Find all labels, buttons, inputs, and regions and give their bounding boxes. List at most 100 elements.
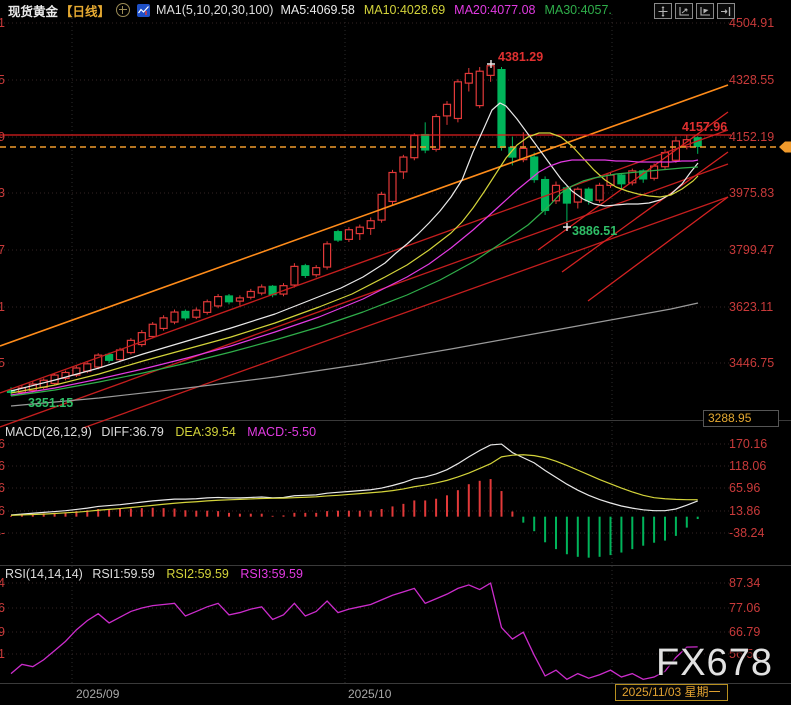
rsi2-value: RSI2:59.59: [166, 567, 229, 581]
candle-body: [104, 353, 114, 361]
macd-pane-label: MACD(26,12,9) DIFF:36.79 DEA:39.54 MACD:…: [5, 425, 316, 439]
axis-play-icon[interactable]: [696, 3, 714, 19]
alert-price-annotation: 4157.96: [682, 120, 728, 134]
candle-body: [61, 371, 70, 379]
candle-body: [28, 383, 37, 392]
candle-body: [72, 367, 81, 376]
trendline: [0, 84, 729, 347]
ma10-value: MA10:4028.69: [363, 3, 446, 17]
candle-body: [584, 188, 593, 202]
ma30-value: MA30:4057.: [544, 3, 612, 17]
candle-body: [497, 68, 506, 149]
candle-body: [181, 310, 190, 319]
axis-scale-icon[interactable]: [675, 3, 693, 19]
left-axis-sliver: 4328.55: [0, 73, 5, 87]
period-label: 【日线】: [60, 4, 111, 19]
rsi-title: RSI(14,14,14): [5, 567, 83, 581]
left-axis-sliver: 4504.91: [0, 16, 5, 30]
trendline: [0, 129, 729, 394]
candle-body: [355, 226, 364, 235]
price-axis-label: 13.86: [729, 504, 761, 518]
kline-chart-icon[interactable]: [137, 3, 151, 17]
macd-diff-line: [10, 443, 698, 516]
ma5-value: MA5:4069.58: [280, 3, 355, 17]
left-axis-sliver: 87.34: [0, 576, 5, 590]
macd-diff-value: DIFF:36.79: [101, 425, 164, 439]
price-axis-label: -38.24: [729, 526, 765, 540]
candle-body: [224, 295, 234, 303]
candle-body: [159, 317, 168, 330]
candle-body: [344, 229, 353, 240]
candle-body: [115, 349, 125, 361]
left-axis-sliver: 170.16: [0, 437, 5, 451]
candle-body: [508, 146, 517, 158]
candle-body: [388, 171, 397, 203]
current-date-box: 2025/11/03 星期一: [615, 684, 728, 701]
candle-body: [148, 323, 157, 338]
macd-macd-value: MACD:-5.50: [247, 425, 317, 439]
settings-circle-icon[interactable]: [116, 3, 131, 17]
candle-body: [432, 115, 441, 150]
trendline: [0, 163, 729, 428]
extreme-plus-marker: [563, 223, 571, 231]
candle-body: [214, 296, 223, 307]
pane-divider-value-box: 3288.95: [703, 410, 779, 427]
shift-right-icon[interactable]: [717, 3, 735, 19]
ma20-line: [10, 159, 699, 396]
trendline: [587, 196, 729, 302]
candle-body: [399, 156, 408, 173]
macd-dea-value: DEA:39.54: [175, 425, 236, 439]
price-axis-label: 3975.83: [729, 186, 775, 200]
left-axis-sliver: 3446.75: [0, 356, 5, 370]
candle-body: [639, 170, 648, 180]
time-axis[interactable]: 2025/09 2025/10: [0, 684, 791, 705]
candle-body: [94, 354, 103, 368]
symbol-name: 现货黄金: [8, 4, 59, 19]
candle-body: [312, 267, 321, 276]
left-axis-sliver: 65.96: [0, 481, 5, 495]
chart-toolbar: [654, 3, 735, 19]
left-axis-sliver: 3623.11: [0, 300, 5, 314]
ma20-value: MA20:4077.08: [454, 3, 536, 17]
left-axis-sliver: 118.06: [0, 459, 5, 473]
candle-body: [290, 265, 299, 286]
start-low-annotation: 3351.15: [28, 396, 74, 410]
candle-body: [137, 332, 146, 346]
price-axis-label: 87.34: [729, 576, 761, 590]
price-axis-label: 118.06: [729, 459, 767, 473]
dip-low-annotation: 3886.51: [572, 224, 618, 238]
crosshair-move-icon[interactable]: [654, 3, 672, 19]
fx678-watermark: FX678: [656, 642, 773, 684]
candle-body: [333, 231, 343, 241]
candle-body: [192, 309, 201, 318]
left-axis-sliver: 66.79: [0, 625, 5, 639]
left-axis-sliver: 3975.83: [0, 186, 5, 200]
trendline: [82, 196, 729, 429]
ma100-line: [10, 302, 699, 407]
candle-body: [257, 286, 266, 294]
left-axis-sliver: 13.86: [0, 504, 5, 518]
candle-body: [617, 174, 626, 185]
price-axis-label: 4328.55: [729, 73, 775, 87]
price-axis-label: 4504.91: [729, 16, 775, 30]
chart-header: 现货黄金 【日线】 MA1(5,10,20,30,100) MA5:4069.5…: [0, 0, 791, 20]
candle-body: [323, 243, 332, 268]
candle-body: [464, 72, 473, 84]
month-label-sep: 2025/09: [76, 687, 120, 701]
extreme-plus-marker: [487, 60, 495, 68]
candle-body: [442, 103, 452, 117]
macd-title: MACD(26,12,9): [5, 425, 92, 439]
candle-body: [628, 170, 637, 184]
candle-body: [366, 220, 375, 230]
candle-body: [301, 265, 310, 276]
candle-body: [235, 297, 244, 302]
price-axis-label: 3799.47: [729, 243, 775, 257]
price-axis-label: 65.96: [729, 481, 761, 495]
candle-body: [246, 290, 255, 298]
candle-body: [453, 81, 462, 120]
ma-settings-label: MA1(5,10,20,30,100): [156, 3, 274, 17]
left-axis-sliver: -38.24: [0, 526, 5, 540]
candle-body: [595, 184, 604, 201]
